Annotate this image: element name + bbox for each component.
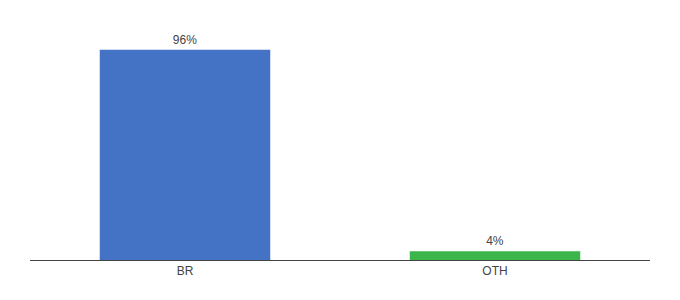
svg-text:BR: BR (177, 264, 194, 278)
svg-text:4%: 4% (486, 234, 504, 248)
svg-text:96%: 96% (173, 33, 197, 47)
svg-text:OTH: OTH (482, 264, 507, 278)
